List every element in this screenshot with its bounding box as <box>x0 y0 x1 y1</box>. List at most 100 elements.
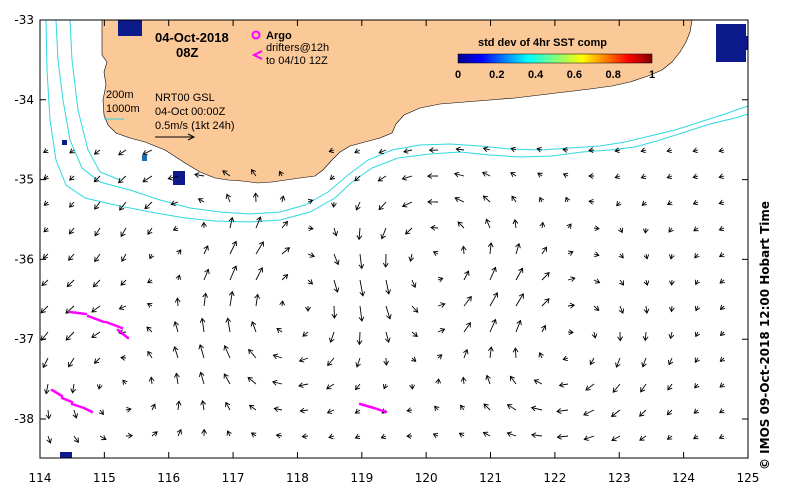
current-arrow <box>485 218 491 229</box>
current-arrow <box>455 146 465 153</box>
current-arrow <box>328 433 335 440</box>
current-arrow <box>614 147 621 154</box>
current-arrow <box>199 317 206 333</box>
current-arrow <box>150 403 156 411</box>
current-arrow <box>119 201 127 211</box>
current-arrow <box>512 347 519 359</box>
current-arrow <box>562 146 569 153</box>
current-arrow <box>68 253 75 261</box>
current-arrow <box>146 302 153 308</box>
current-arrow <box>666 409 673 416</box>
colorbar-tick-label: 0.8 <box>606 69 621 81</box>
current-arrow <box>692 173 699 180</box>
current-arrow <box>643 253 650 260</box>
lat-tick-label: -33 <box>14 13 34 27</box>
current-arrow <box>437 354 443 360</box>
current-arrow <box>530 405 543 412</box>
current-arrow <box>279 300 286 307</box>
drifter-track <box>104 320 124 330</box>
current-arrow <box>279 195 286 203</box>
current-arrow <box>430 224 439 231</box>
current-arrow <box>642 227 649 234</box>
current-arrow <box>589 357 595 366</box>
current-arrow <box>585 383 595 391</box>
current-arrow <box>401 201 413 208</box>
current-arrow <box>483 403 491 411</box>
current-arrow <box>668 305 675 313</box>
current-arrow <box>437 328 446 334</box>
drifter-track <box>50 388 64 398</box>
current-arrow <box>489 318 497 333</box>
current-arrow <box>694 253 700 259</box>
current-arrow <box>307 225 314 232</box>
current-arrow <box>148 253 155 260</box>
lon-tick-label: 124 <box>672 471 695 485</box>
legend-argo: Argo <box>266 30 292 42</box>
current-arrow <box>642 331 649 342</box>
current-arrow <box>202 292 209 307</box>
current-arrow <box>639 435 647 441</box>
current-arrow <box>404 227 413 235</box>
current-arrow <box>538 196 545 203</box>
current-arrow <box>42 253 49 260</box>
current-arrow <box>457 221 465 229</box>
current-arrow <box>453 171 465 178</box>
current-arrow <box>719 304 726 311</box>
current-arrow <box>432 432 439 439</box>
current-arrow <box>176 249 182 255</box>
current-arrow <box>170 200 179 206</box>
lat-tick-label: -35 <box>14 173 34 187</box>
current-arrow <box>718 225 725 232</box>
current-arrow <box>354 175 361 182</box>
current-arrow <box>536 146 543 153</box>
contour-200m-label: 200m <box>106 89 134 101</box>
current-arrow <box>98 409 104 416</box>
current-arrow <box>460 376 467 385</box>
current-arrow <box>276 327 283 333</box>
current-arrow <box>281 273 289 281</box>
current-arrow <box>68 357 75 368</box>
sst-patch <box>62 140 67 145</box>
current-arrow <box>509 375 517 385</box>
current-arrow <box>411 279 417 289</box>
current-arrow <box>298 357 309 363</box>
current-arrow <box>385 305 392 320</box>
current-arrow <box>383 357 390 366</box>
lon-tick-label: 114 <box>29 471 52 485</box>
scale-arrow-icon <box>155 133 196 141</box>
current-arrow <box>225 193 232 203</box>
current-arrow <box>618 253 624 259</box>
current-arrow <box>65 331 75 341</box>
lon-tick-label: 117 <box>222 471 245 485</box>
current-arrow <box>406 407 413 414</box>
lat-tick-label: -37 <box>14 332 34 346</box>
longitude-axis: 114 115 116 117 118 119 120 121 122 123 124 125 <box>29 20 759 485</box>
product-name: NRT00 GSL <box>155 92 215 104</box>
current-arrow <box>66 279 75 288</box>
colorbar-title: std dev of 4hr SST comp <box>478 37 607 49</box>
current-arrow <box>147 227 153 235</box>
sst-patch <box>173 171 185 185</box>
current-arrow <box>172 346 179 359</box>
current-arrow <box>223 373 231 385</box>
current-arrow <box>718 199 725 206</box>
current-arrow <box>718 252 725 258</box>
current-arrow <box>45 409 52 420</box>
current-arrow <box>174 372 180 385</box>
current-arrow <box>426 173 439 179</box>
plot-frame <box>39 19 749 459</box>
current-arrow <box>694 383 700 389</box>
current-arrow <box>567 302 576 309</box>
current-arrow <box>669 279 675 286</box>
current-arrow <box>558 381 569 388</box>
current-arrow <box>175 400 182 411</box>
current-arrow <box>612 383 621 393</box>
drifter-track <box>82 406 94 414</box>
current-arrow <box>463 295 472 307</box>
current-arrow <box>46 435 52 444</box>
current-arrow <box>411 305 419 313</box>
current-arrow <box>667 357 674 366</box>
current-arrow <box>175 274 182 281</box>
current-arrow <box>512 218 519 229</box>
